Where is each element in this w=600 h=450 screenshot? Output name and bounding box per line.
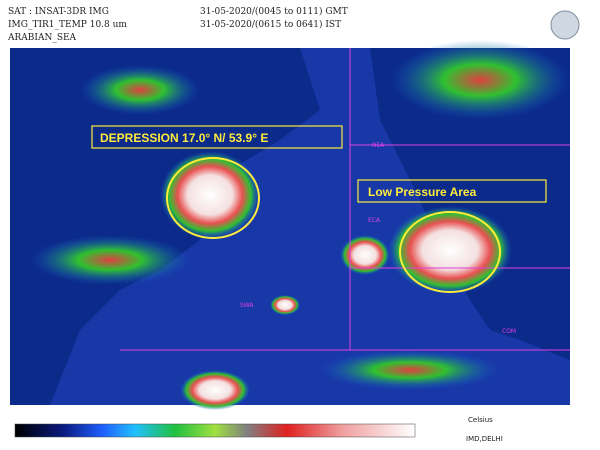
forecast-boxes [120,48,570,351]
low-pressure-box [357,179,547,203]
colorbar [14,423,416,438]
low-pressure-circle [399,211,501,293]
time-gmt: 31-05-2020/(0045 to 0111) GMT [200,6,348,17]
land [10,48,570,405]
low-pressure-label: Low Pressure Area [368,185,477,199]
header: SAT : INSAT-3DR IMG IMG_TIR1_TEMP 10.8 u… [7,6,580,43]
clouds [30,40,570,410]
region-label: NEA [372,142,385,149]
time-ist: 31-05-2020/(0615 to 0641) IST [200,19,341,30]
depression-circle [166,157,260,239]
depression-label: DEPRESSION 17.0° N/ 53.9° E [100,131,268,145]
region: ARABIAN_SEA [7,33,77,43]
region-label: COM [502,328,516,335]
product: IMG_TIR1_TEMP 10.8 um [8,20,127,30]
region-label: SWA [240,302,254,309]
colorbar-unit: Celsius [468,416,493,424]
logo [550,10,580,40]
depression-box [91,125,343,149]
satellite: SAT : INSAT-3DR IMG [8,7,109,17]
region-label: ECA [368,217,381,224]
source: IMD,DELHI [466,435,503,443]
